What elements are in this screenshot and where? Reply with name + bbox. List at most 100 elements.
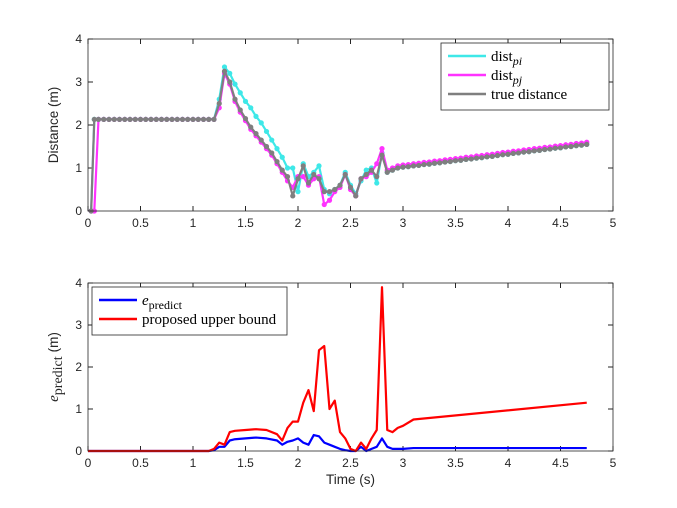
data-point — [531, 148, 537, 154]
data-point — [179, 116, 186, 123]
data-point — [484, 154, 490, 160]
data-point — [137, 116, 144, 123]
data-point — [295, 176, 301, 182]
data-point — [132, 116, 138, 123]
data-point — [274, 158, 280, 165]
legend-name: dist — [491, 49, 514, 65]
data-point — [216, 100, 222, 107]
data-point — [111, 116, 117, 123]
x-tick-label: 3 — [400, 456, 407, 470]
data-point — [195, 116, 201, 123]
x-tick-label: 2 — [295, 216, 302, 230]
y-axis-label-main: e — [46, 395, 62, 402]
axes-box — [87, 282, 614, 452]
data-point — [510, 150, 516, 156]
data-point — [248, 105, 254, 111]
data-point — [384, 169, 390, 175]
y-tick-label: 3 — [75, 75, 82, 89]
data-point — [584, 141, 590, 147]
data-point — [358, 176, 364, 182]
data-point — [269, 137, 275, 143]
data-point — [374, 180, 380, 186]
data-point — [416, 162, 422, 169]
data-point — [263, 128, 270, 135]
data-point — [227, 79, 233, 85]
data-point — [284, 165, 291, 171]
axes: 0 0.5 1 1.5 2 2.5 3 3.5 4 4.5 5 0 1 2 3 4 Distance (m) di… — [46, 32, 617, 230]
data-point — [185, 116, 191, 123]
data-point — [316, 163, 322, 169]
data-point — [489, 153, 495, 159]
data-point — [578, 142, 585, 148]
data-point — [374, 174, 380, 180]
x-tick-label: 0.5 — [132, 456, 149, 470]
legend-name: dist — [491, 68, 514, 84]
data-point — [91, 116, 97, 123]
x-tick-label: 4.5 — [552, 216, 569, 230]
data-point — [337, 182, 343, 188]
legend-name: proposed upper bound — [142, 312, 277, 328]
data-point — [221, 64, 228, 70]
data-point — [400, 164, 406, 170]
x-tick-label: 5 — [610, 216, 617, 230]
data-point — [542, 146, 548, 153]
y-tick-label: 2 — [75, 118, 82, 132]
data-point — [127, 116, 133, 123]
data-point — [463, 156, 469, 162]
data-point — [515, 150, 522, 156]
data-point — [290, 165, 296, 171]
data-point — [557, 145, 564, 151]
x-tick-label: 1 — [190, 456, 197, 470]
data-point — [232, 81, 238, 87]
axes: 0 0.5 1 1.5 2 2.5 3 3.5 4 4.5 501234epredict(m)Tim… — [46, 276, 617, 487]
data-point — [321, 189, 327, 195]
data-point — [521, 149, 527, 155]
y-tick-label: 0 — [75, 444, 82, 458]
data-point — [206, 116, 212, 123]
axes-box — [87, 38, 614, 212]
data-point — [468, 156, 474, 162]
data-point — [526, 149, 532, 155]
data-point — [248, 124, 254, 130]
data-point — [363, 171, 369, 178]
data-point — [494, 152, 501, 159]
data-point — [363, 167, 369, 173]
data-point — [368, 167, 375, 173]
data-point — [122, 116, 128, 123]
data-point — [311, 171, 317, 178]
data-point — [258, 120, 264, 126]
x-tick-label: 0 — [85, 216, 92, 230]
data-point — [253, 131, 259, 137]
legend-label: distpi — [491, 49, 522, 68]
data-point — [410, 163, 417, 169]
data-point — [190, 116, 196, 123]
data-point — [305, 180, 312, 186]
data-point — [211, 116, 217, 123]
y-tick-label: 4 — [75, 32, 82, 46]
data-point — [295, 189, 301, 195]
legend-subscript: pj — [512, 73, 523, 87]
y-tick-label: 1 — [75, 402, 82, 416]
data-point — [242, 98, 249, 104]
data-point — [101, 116, 107, 123]
y-tick-label: 4 — [75, 276, 82, 290]
y-tick-label: 2 — [75, 360, 82, 374]
legend-name: e — [142, 293, 149, 309]
series-line — [88, 433, 587, 453]
y-axis-label-subscript: predict — [51, 356, 66, 395]
data-point — [326, 189, 333, 195]
data-point — [342, 171, 348, 178]
legend-label: true distance — [491, 87, 568, 103]
legend-box — [91, 286, 288, 336]
data-point — [95, 116, 102, 123]
x-tick-label: 0 — [85, 456, 92, 470]
x-tick-label: 1.5 — [237, 456, 254, 470]
data-point — [164, 116, 170, 123]
x-tick-label: 2 — [295, 456, 302, 470]
data-point — [379, 152, 385, 158]
legend-label: epredict — [142, 293, 183, 312]
data-point — [321, 201, 327, 208]
